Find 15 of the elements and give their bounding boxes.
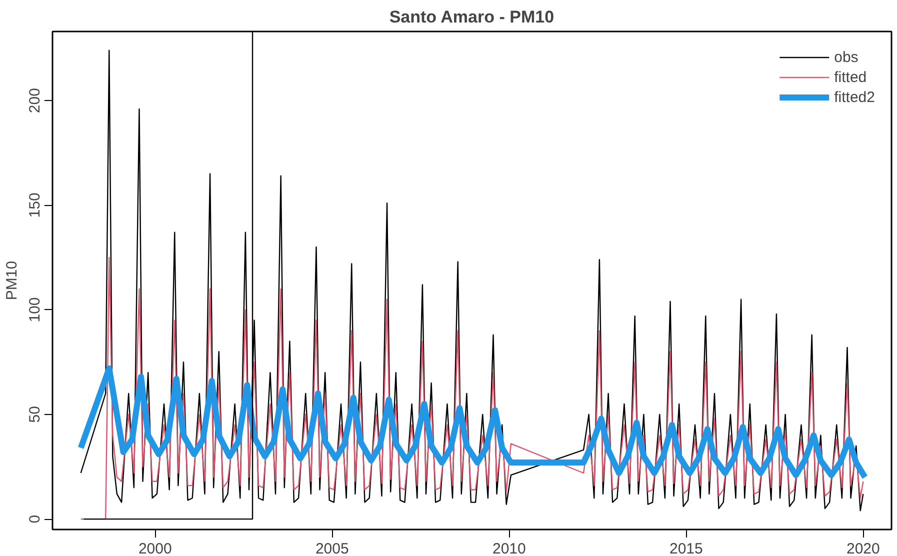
x-tick-label: 2020 <box>846 540 880 556</box>
x-tick-label: 2015 <box>669 540 703 556</box>
chart-title: Santo Amaro - PM10 <box>389 8 554 26</box>
y-tick-label: 200 <box>26 88 44 114</box>
y-tick-label: 150 <box>26 192 44 218</box>
y-tick-label: 0 <box>26 514 44 524</box>
y-tick-label: 100 <box>26 297 44 322</box>
x-tick-label: 2005 <box>315 540 349 556</box>
x-tick-label: 2010 <box>492 540 526 556</box>
legend-label: fitted2 <box>834 88 875 106</box>
y-axis-title: PM10 <box>4 260 20 300</box>
x-tick-label: 2000 <box>138 540 172 556</box>
legend-label: obs <box>834 48 858 66</box>
legend-label: fitted <box>834 68 867 86</box>
y-tick-label: 50 <box>26 406 44 423</box>
